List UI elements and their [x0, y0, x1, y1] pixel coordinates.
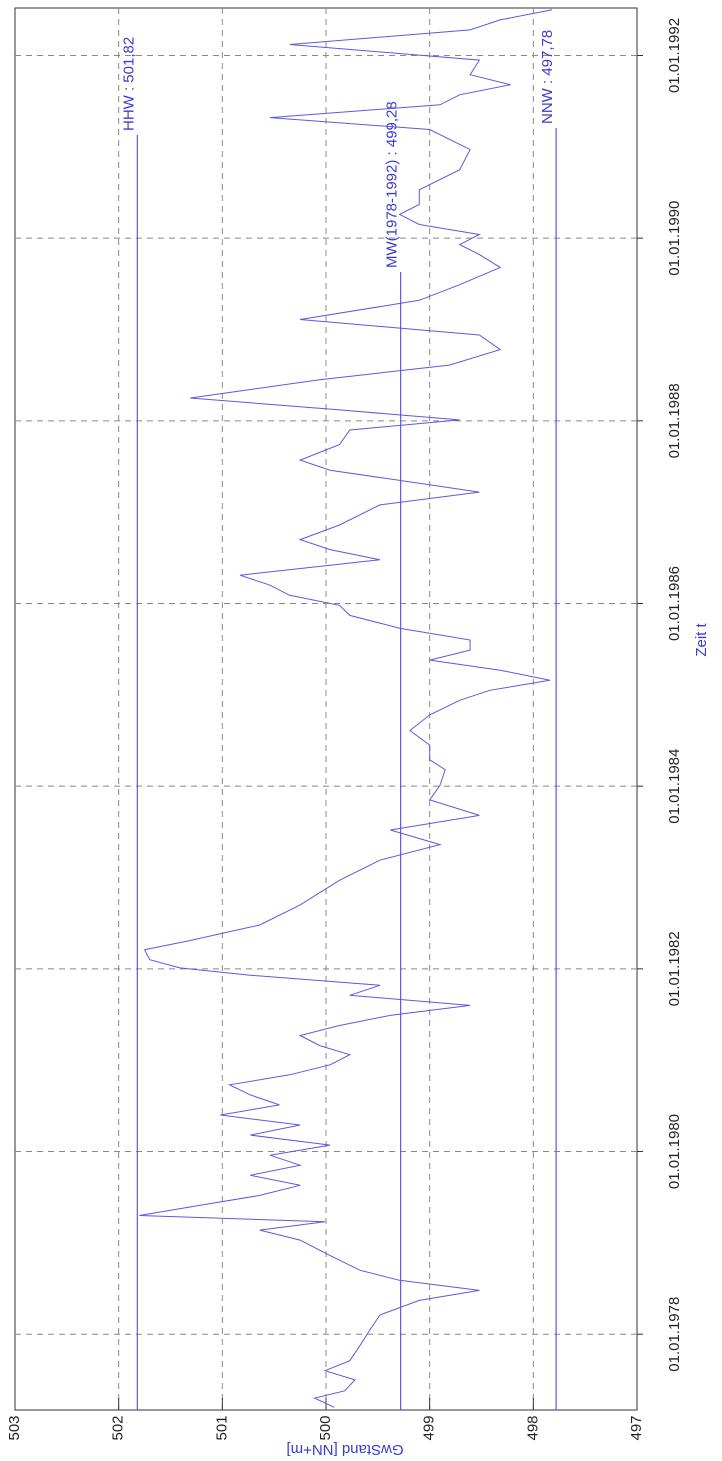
- reference-label: NNW : 497,78: [539, 30, 556, 124]
- x-tick-label: 01.01.1982: [666, 931, 683, 1006]
- x-axis-label: Zeit t: [693, 622, 710, 656]
- y-tick-label: 503: [6, 1415, 23, 1440]
- x-tick-label: 01.01.1978: [666, 1297, 683, 1372]
- y-tick-label: 497: [628, 1415, 645, 1440]
- x-tick-label: 01.01.1980: [666, 1114, 683, 1189]
- x-tick-label: 01.01.1986: [666, 566, 683, 641]
- data-line: [139, 9, 553, 1408]
- x-tick-label: 01.01.1984: [666, 749, 683, 824]
- y-tick-label: 502: [110, 1415, 127, 1440]
- reference-label: MW(1978-1992) : 499,28: [384, 101, 401, 268]
- reference-label: HHW : 501,82: [120, 37, 137, 131]
- y-tick-label: 498: [524, 1415, 541, 1440]
- y-tick-label: 499: [421, 1415, 438, 1440]
- x-tick-label: 01.01.1992: [666, 18, 683, 93]
- y-axis-label: GwStand [NN+m]: [286, 1441, 403, 1458]
- y-tick-label: 500: [317, 1415, 334, 1440]
- x-tick-label: 01.01.1990: [666, 201, 683, 276]
- x-tick-label: 01.01.1988: [666, 383, 683, 458]
- y-tick-label: 501: [213, 1415, 230, 1440]
